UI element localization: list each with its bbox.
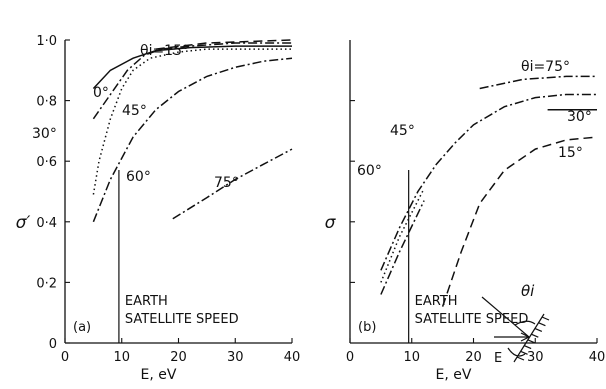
x-tick-label: 40 [284,350,301,365]
inset-angle-label: θi [521,282,535,300]
series-curve [380,188,425,283]
series-curve [92,45,292,90]
x-tick-label: 30 [527,350,544,365]
x-tick-label: 10 [403,350,420,365]
y-tick-label: 1·0 [36,34,57,49]
series-label: 15° [558,145,583,161]
x-tick-label: 20 [465,350,482,365]
inset-hatch [523,345,532,350]
series-curve [380,200,425,295]
inset-angle-arc [514,320,536,326]
inset-surface [513,313,545,363]
x-tick-label: 0 [346,350,354,365]
annotation-line-2: SATELLITE SPEED [125,312,239,327]
y-axis-label: σ′ [16,213,31,233]
series-label: 60° [357,163,382,179]
series-curve [479,75,597,90]
series-curve [92,57,293,223]
x-axis-label: E, eV [141,367,177,383]
series-label: 75° [214,175,239,191]
panel-b: 0 10 20 30 40 E, eV σ EARTH SATELLITE SPEED (b) θi… [325,40,606,383]
inset-hatch [520,350,528,355]
series-label: θi=75° [521,59,570,75]
panel-label: (b) [358,320,376,335]
series-curve [172,148,293,220]
x-tick-label: 30 [227,350,244,365]
series-curve [92,48,292,195]
series-curve [441,136,598,307]
y-tick-label: 0·2 [36,276,57,291]
series-label: 45° [390,123,415,139]
series-label: 30° [32,126,57,142]
inset-incident-ray [481,296,530,338]
inset-hatch [531,333,539,338]
panel-label: (a) [73,320,91,335]
series-label: θi=15° [140,43,189,59]
annotation-line-1: EARTH [415,294,458,309]
series-label: 60° [126,169,151,185]
inset-hatch [541,316,550,321]
series-curve [380,93,597,271]
annotation-line-1: EARTH [125,294,168,309]
series-label: 0° [93,85,109,101]
inset-hatch [534,327,543,332]
y-tick-label: 0·6 [36,155,57,170]
x-tick-label: 10 [113,350,130,365]
panel-a: 0 10 20 30 40 0 0·2 0·4 0·6 0·8 1·0 E, eV σ′ EARTH SAT… [16,34,301,383]
y-tick-label: 0·4 [36,216,57,231]
inset-hatch [516,356,525,361]
series-curve [155,39,293,50]
y-tick-label: 0·8 [36,95,57,110]
series-label: 30° [567,109,592,125]
inset-field-arrow [520,332,531,342]
x-axis-label: E, eV [436,367,472,383]
annotation-line-2: SATELLITE SPEED [415,312,529,327]
series-label: 45° [122,103,147,119]
x-tick-label: 40 [589,350,606,365]
y-axis-label: σ [325,213,337,233]
inset-angle-arc-lower [507,347,526,357]
x-tick-label: 0 [61,350,69,365]
x-tick-label: 20 [170,350,187,365]
inset-diagram: θi E [481,282,550,366]
inset-field-label: E [494,351,502,366]
y-tick-label: 0 [49,337,57,352]
inset-hatch [538,322,546,327]
series-curve [92,42,292,120]
inset-hatch [527,339,535,344]
